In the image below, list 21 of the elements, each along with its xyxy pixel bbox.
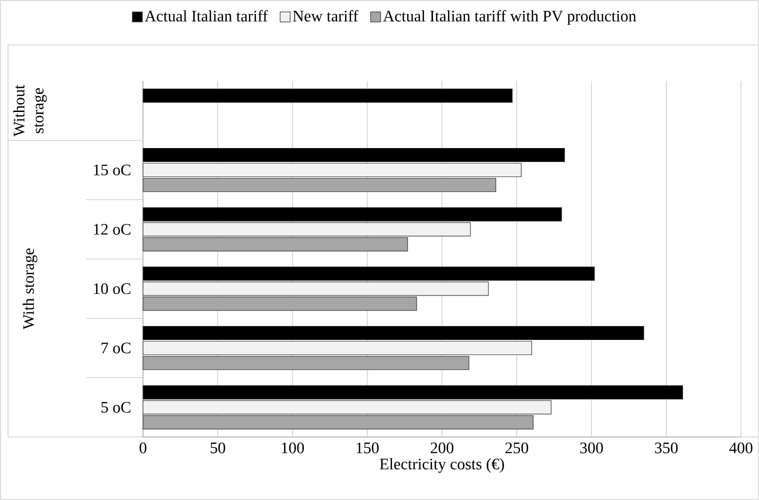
y-tick-label: 15 oC	[94, 164, 130, 176]
y-tick-label: 5 oC	[101, 402, 130, 413]
y-tick-label: 10 oC	[94, 283, 130, 294]
x-tick-label: 300	[580, 442, 603, 454]
y-tick-label: 12 oC	[94, 224, 130, 235]
x-tick-label: 100	[282, 442, 304, 454]
x-axis-title: Electricity costs (€)	[380, 458, 504, 473]
legend-label: New tariff	[292, 10, 358, 22]
x-tick-label: 250	[505, 442, 528, 454]
x-tick-label: 0	[140, 442, 146, 454]
text: With storage	[22, 248, 38, 330]
y-tick-label: 7 oC	[102, 342, 130, 354]
x-tick-label: 400	[729, 442, 752, 454]
x-tick-label: 150	[356, 442, 379, 454]
legend-label: Actual Italian tariff with PV production	[383, 10, 636, 25]
x-tick-label: 200	[430, 442, 454, 454]
x-tick-label: 350	[655, 442, 678, 454]
bar	[142, 88, 513, 103]
legend-label: Actual Italian tariff	[144, 10, 268, 22]
x-tick-label: 50	[210, 442, 226, 454]
text: Without storage	[13, 84, 47, 137]
